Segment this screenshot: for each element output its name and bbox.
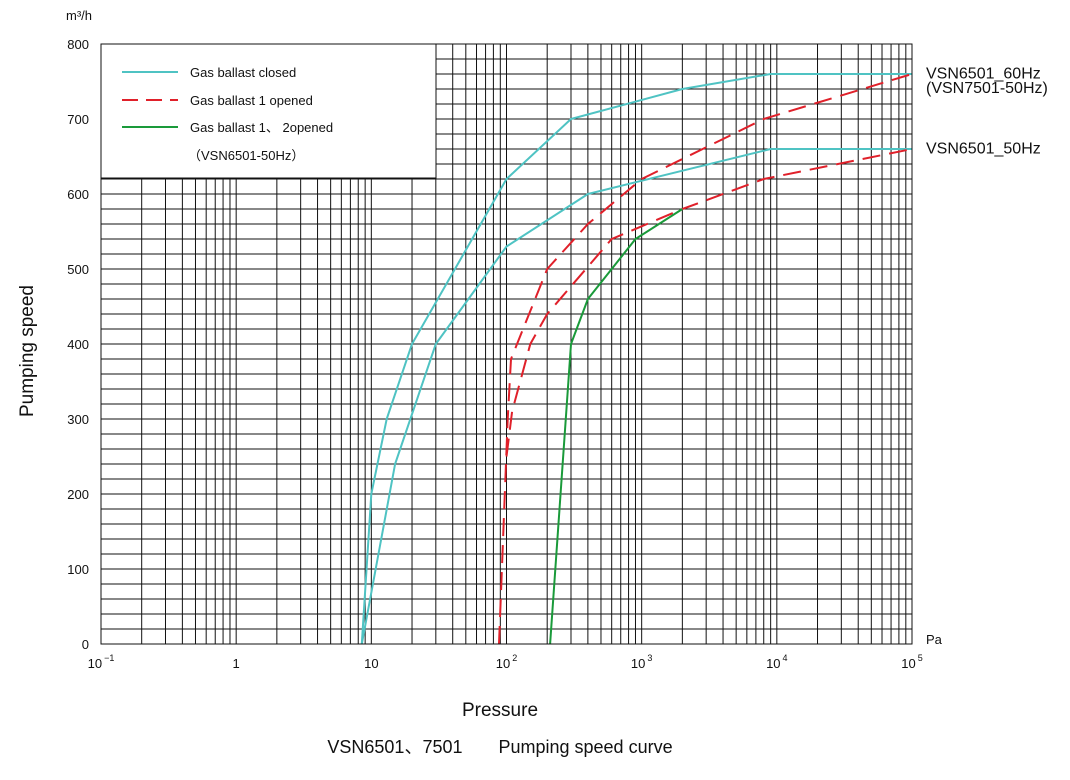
x-tick-label: 10 4: [766, 653, 787, 671]
legend-label-0: Gas ballast closed: [190, 65, 296, 80]
side-label-0: VSN6501_60Hz: [926, 66, 1041, 83]
y-tick-label: 800: [67, 37, 89, 52]
legend-box: [101, 44, 436, 178]
y-tick-label: 100: [67, 562, 89, 577]
y-tick-label: 700: [67, 112, 89, 127]
side-label-1: (VSN7501-50Hz): [926, 80, 1048, 97]
y-tick-label: 400: [67, 337, 89, 352]
x-tick-label: 10 −1: [88, 653, 115, 671]
x-tick-label: 10 2: [496, 653, 517, 671]
x-tick-label: 10: [364, 656, 378, 671]
series-line-2: [498, 73, 913, 645]
legend-label-1: Gas ballast 1 opened: [190, 93, 313, 108]
x-axis-title: Pressure: [461, 700, 539, 721]
y-tick-label: 200: [67, 487, 89, 502]
legend-label-3: （VSN6501-50Hz）: [188, 148, 304, 163]
x-tick-label: 10 5: [901, 653, 922, 671]
y-unit-label: m³/h: [66, 8, 92, 23]
y-ticks: 0 100 200 300 400 500 600 700 800: [67, 37, 89, 652]
legend: Gas ballast closed Gas ballast 1 opened Ga…: [101, 44, 437, 179]
series-line-4: [549, 208, 683, 645]
side-label-2: VSN6501_50Hz: [926, 141, 1041, 158]
x-unit-label: Pa: [926, 632, 943, 647]
y-tick-label: 0: [82, 637, 89, 652]
legend-border: [101, 44, 437, 179]
plot-frame: [100, 43, 913, 645]
series-line-3: [505, 148, 913, 457]
y-tick-label: 300: [67, 412, 89, 427]
series-layer: [360, 73, 913, 645]
chart-title: VSN6501、7501 Pumping speed curve: [327, 737, 673, 757]
x-tick-label: 10 3: [631, 653, 652, 671]
x-ticks: 10 −1 1 10 10 2 10 3 10 4 10 5: [88, 653, 923, 671]
series-line-1: [360, 148, 912, 645]
y-tick-label: 600: [67, 187, 89, 202]
legend-label-2: Gas ballast 1、 2opened: [190, 120, 333, 135]
side-labels: VSN6501_60Hz(VSN7501-50Hz) VSN6501_50Hz: [926, 66, 1048, 158]
x-tick-label: 1: [233, 656, 240, 671]
y-axis-title: Pumping speed: [17, 284, 38, 418]
y-tick-label: 500: [67, 262, 89, 277]
